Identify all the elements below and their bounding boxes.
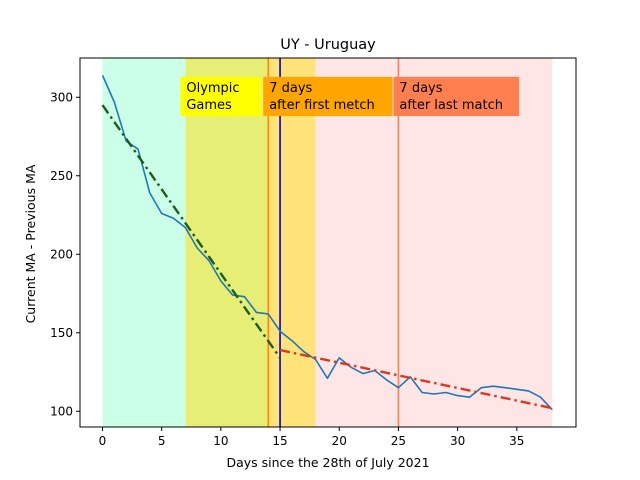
annotation-box-2 [393,76,520,117]
y-ticks: 100 150 200 250 300 [50,90,80,418]
x-tick-label: 20 [332,434,347,448]
annotation-text-0-1: Games [186,98,232,113]
annotation-text-1-0: 7 days [269,81,312,96]
region-0 [102,58,186,427]
annotation-text-1-1: after first metch [269,98,375,113]
y-tick-label: 300 [50,90,73,104]
y-axis-label: Current MA - Previous MA [23,164,38,323]
y-tick-label: 100 [50,404,73,418]
x-tick-label: 30 [450,434,465,448]
trend-line-2 [279,348,553,410]
x-tick-label: 10 [213,434,228,448]
region-2 [267,58,316,427]
plot-frame [79,57,577,428]
x-tick-label: 25 [391,434,406,448]
x-tick-label: 15 [272,434,287,448]
annotation-text-2-0: 7 days [399,81,442,96]
annotations: Olympic Games 7 days after first metch 7 day… [180,76,520,117]
annotation-text-2-1: after last match [399,98,503,113]
data-line [101,74,553,411]
annotation-text-0-0: Olympic [186,81,239,96]
y-tick-label: 250 [50,169,73,183]
annotation-box-0 [180,76,262,117]
x-axis-label: Days since the 28th of July 2021 [226,455,429,470]
x-tick-label: 5 [158,434,166,448]
x-tick-label: 0 [99,434,107,448]
reference-lines [267,58,400,427]
series-lines [101,74,553,411]
x-tick-label: 35 [509,434,524,448]
x-ticks: 0 5 10 15 20 25 30 35 [99,427,524,448]
y-tick-label: 200 [50,247,73,261]
chart-title: UY - Uruguay [280,37,376,53]
annotation-box-1 [263,76,393,117]
y-tick-label: 150 [50,326,73,340]
